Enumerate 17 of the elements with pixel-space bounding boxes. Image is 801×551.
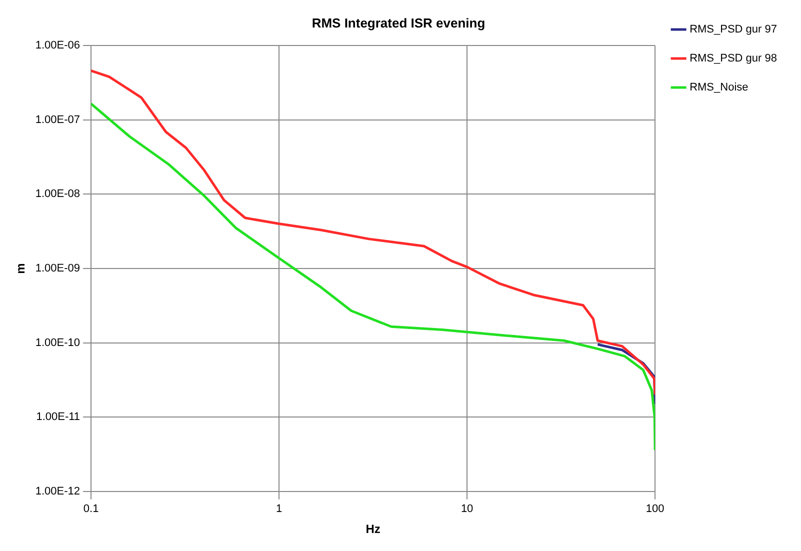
y-tick-label: 1.00E-10 <box>35 336 80 349</box>
y-tick-label: 1.00E-09 <box>35 262 80 275</box>
legend-label: RMS_Noise <box>690 82 748 94</box>
x-tick-label: 0.1 <box>83 503 99 516</box>
chart-title: RMS Integrated ISR evening <box>312 15 486 30</box>
y-tick-label: 1.00E-07 <box>35 114 80 126</box>
y-tick-label: 1.00E-06 <box>35 40 80 52</box>
x-tick-label: 1 <box>276 503 282 516</box>
legend-label: RMS_PSD gur 97 <box>690 24 778 36</box>
legend-label: RMS_PSD gur 98 <box>690 52 778 65</box>
x-axis-title: Hz <box>366 522 380 536</box>
y-tick-label: 1.00E-11 <box>36 411 80 424</box>
y-tick-label: 1.00E-08 <box>35 188 80 200</box>
x-tick-label: 100 <box>646 503 664 516</box>
y-axis-title: m <box>14 263 28 274</box>
x-tick-label: 10 <box>460 503 474 516</box>
y-tick-label: 1.00E-12 <box>35 485 80 498</box>
